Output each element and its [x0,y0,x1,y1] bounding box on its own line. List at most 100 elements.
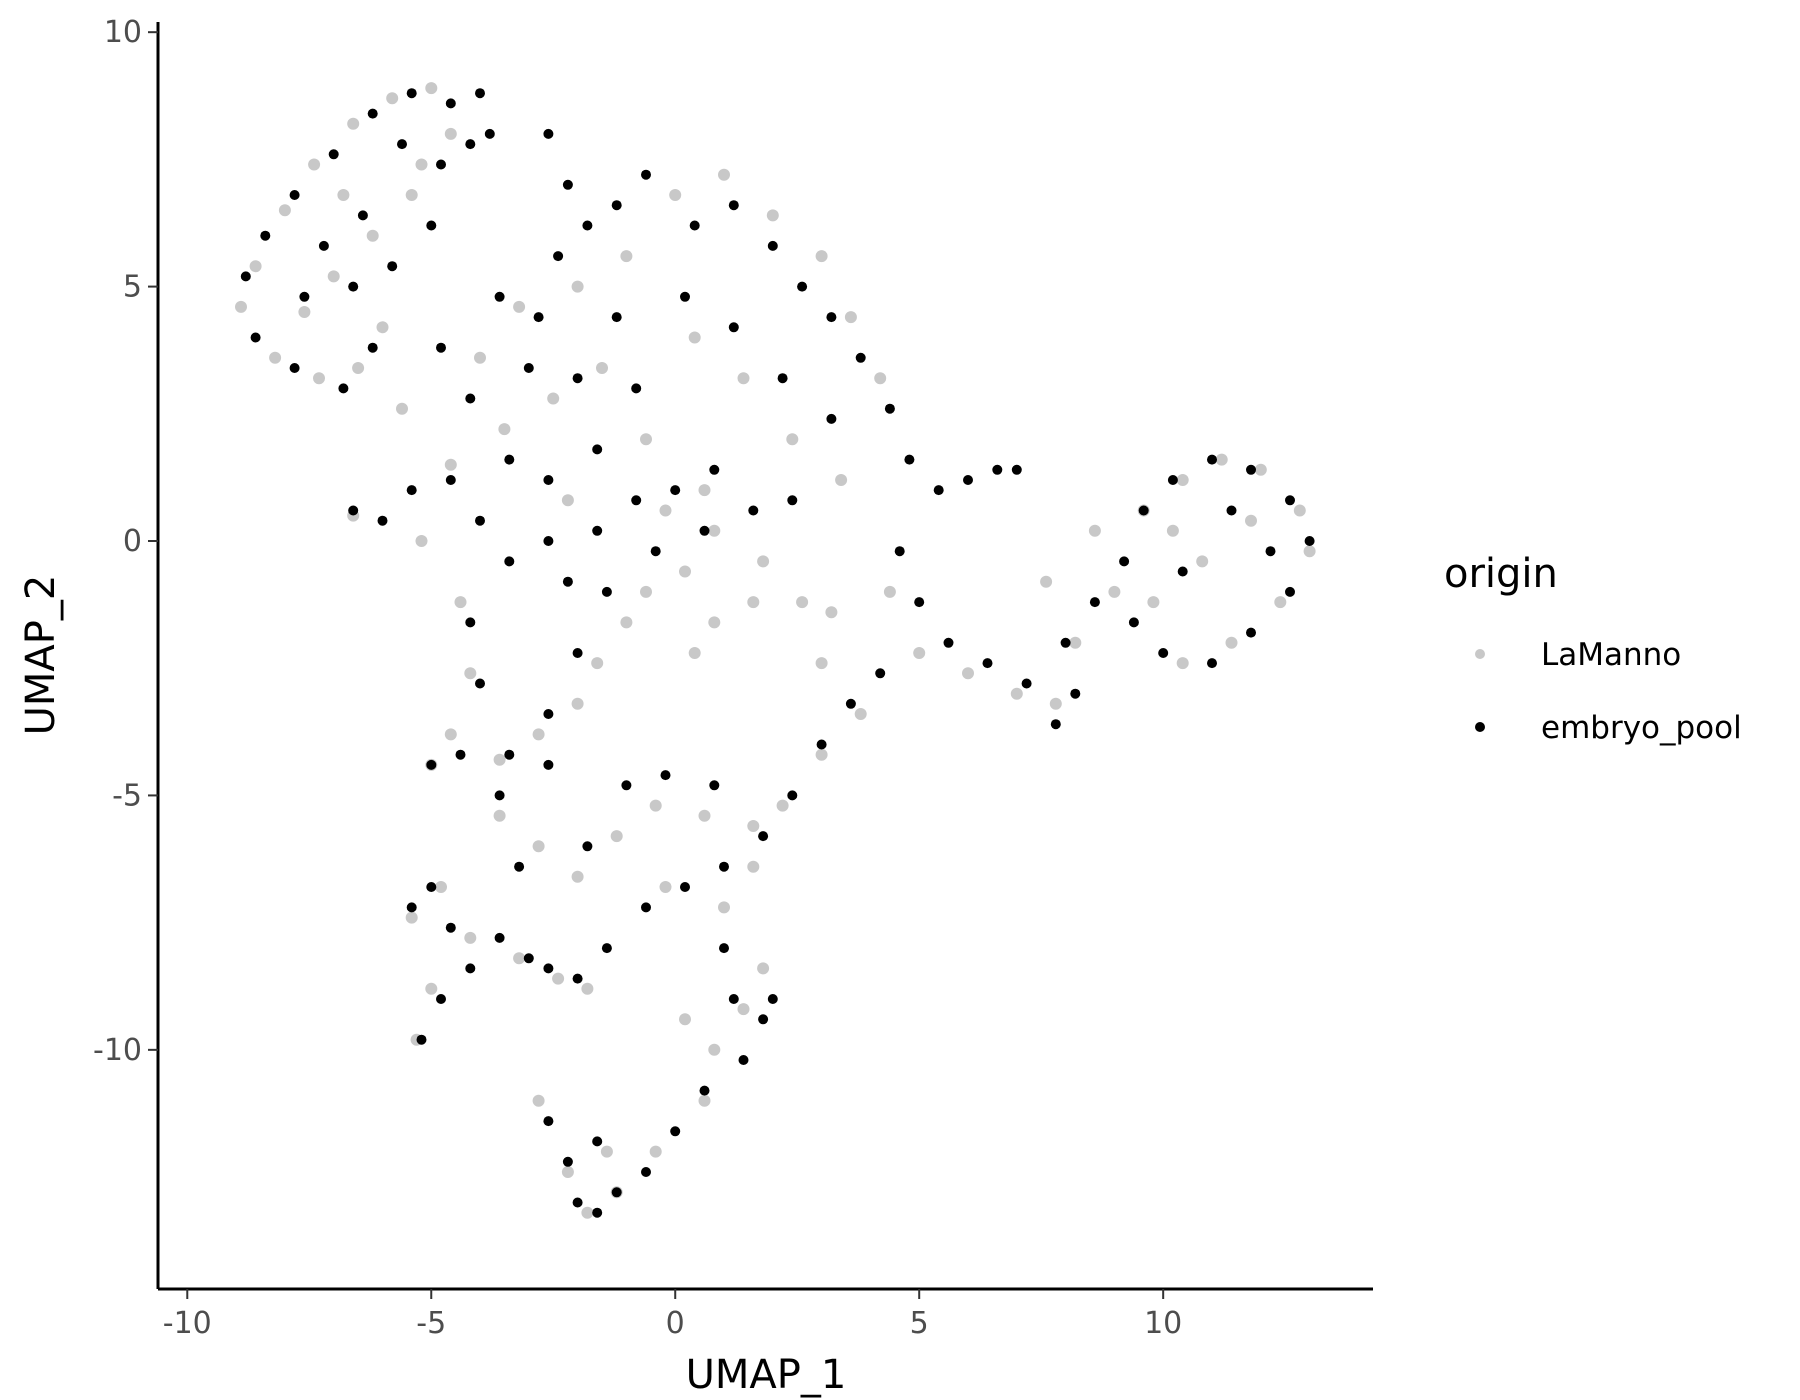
point-lamanno [425,82,438,95]
point-embryo-pool [1226,505,1237,516]
point-lamanno [708,1043,721,1056]
point-embryo-pool [533,312,544,323]
point-embryo-pool [680,291,690,302]
point-lamanno [513,952,526,965]
point-embryo-pool [582,220,593,231]
point-embryo-pool [328,149,339,160]
point-embryo-pool [406,88,417,99]
point-lamanno [386,92,399,105]
point-embryo-pool [592,1207,603,1218]
point-embryo-pool [787,790,798,801]
point-embryo-pool [875,668,886,679]
point-embryo-pool [601,943,612,954]
point-lamanno [1069,636,1082,649]
point-embryo-pool [1285,586,1295,597]
point-lamanno [698,484,711,497]
point-lamanno [698,1094,711,1107]
x-tick-label: 5 [910,1306,929,1341]
legend-key-embryo-pool [1475,722,1485,732]
point-embryo-pool [543,709,554,719]
point-lamanno [688,331,701,344]
x-axis-ticks: -10 -5 0 5 10 [163,1289,1182,1341]
point-embryo-pool [982,658,993,669]
point-embryo-pool [445,475,456,485]
point-embryo-pool [1167,475,1178,485]
point-lamanno [776,799,789,812]
point-lamanno [444,127,457,140]
point-embryo-pool [1138,505,1149,516]
point-lamanno [620,616,633,629]
point-embryo-pool [494,790,505,801]
point-lamanno [708,616,721,629]
point-embryo-pool [338,383,349,394]
point-embryo-pool [582,841,593,852]
point-embryo-pool [543,963,554,974]
y-tick-label: 5 [123,270,142,305]
point-embryo-pool [553,251,564,262]
point-embryo-pool [387,261,398,272]
point-lamanno [815,250,828,263]
point-embryo-pool [670,1126,681,1137]
point-embryo-pool [240,271,251,282]
point-embryo-pool [709,780,720,791]
point-lamanno [747,860,760,873]
point-lamanno [913,647,926,659]
point-lamanno [708,524,721,537]
point-lamanno [474,351,486,364]
point-embryo-pool [406,485,417,496]
point-embryo-pool [601,586,612,597]
point-embryo-pool [523,363,534,373]
point-lamanno [396,402,408,415]
point-embryo-pool [1128,617,1139,628]
point-lamanno [659,881,672,893]
point-embryo-pool [797,281,808,292]
point-embryo-pool [670,485,681,496]
point-embryo-pool [572,973,583,984]
point-lamanno [1215,453,1228,466]
point-lamanno [640,585,652,598]
point-embryo-pool [904,454,915,465]
point-lamanno [405,911,418,924]
point-lamanno [1274,596,1287,609]
point-lamanno [425,982,438,995]
point-lamanno [874,372,887,385]
point-embryo-pool [758,1014,769,1025]
point-embryo-pool [1285,495,1295,506]
point-lamanno [552,972,565,985]
point-lamanno [1303,545,1316,558]
legend-label-lamanno: LaManno [1541,637,1681,673]
point-embryo-pool [289,363,300,373]
point-embryo-pool [1177,566,1188,577]
point-embryo-pool [484,128,495,139]
point-lamanno [669,189,682,201]
point-embryo-pool [475,88,485,99]
point-lamanno [757,555,770,568]
point-embryo-pool [1060,637,1071,648]
point-embryo-pool [318,240,329,251]
point-embryo-pool [514,861,525,872]
point-embryo-pool [894,546,905,557]
point-lamanno [269,351,282,364]
point-embryo-pool [543,475,554,485]
point-embryo-pool [992,464,1003,475]
point-embryo-pool [475,678,485,689]
point-lamanno [962,667,974,680]
point-lamanno [532,840,545,853]
point-embryo-pool [641,169,651,180]
point-lamanno [600,1145,613,1158]
point-embryo-pool [641,1167,651,1177]
point-embryo-pool [426,759,437,770]
point-lamanno [737,372,750,385]
legend-label-embryo-pool: embryo_pool [1541,710,1742,746]
point-lamanno [825,606,838,619]
point-embryo-pool [758,831,769,842]
y-axis-ticks: 10 5 0 -5 -10 [93,15,158,1068]
point-lamanno [815,748,828,761]
point-lamanno [435,881,447,893]
point-embryo-pool [699,525,710,536]
x-tick-label: -5 [416,1306,446,1341]
point-lamanno [1166,524,1179,537]
point-embryo-pool [787,495,798,506]
point-embryo-pool [494,932,505,943]
point-embryo-pool [504,749,515,760]
